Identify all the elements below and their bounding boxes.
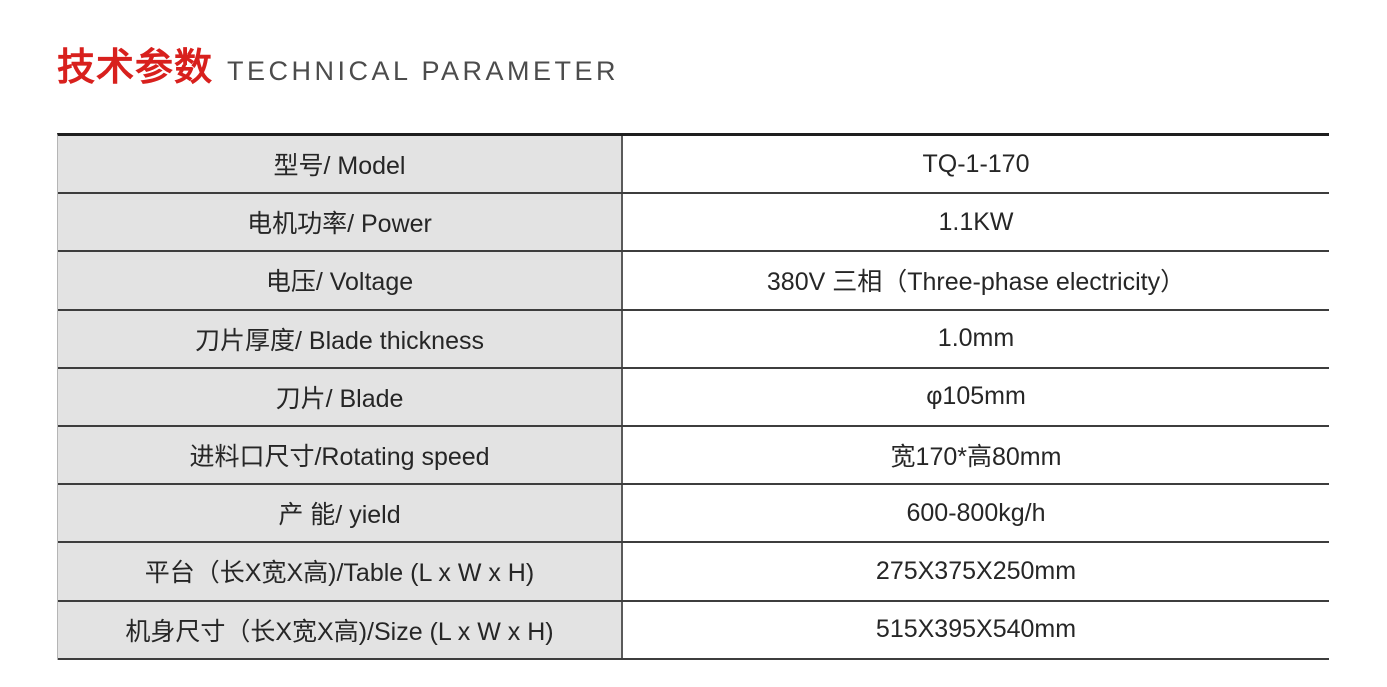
- section-title: 技术参数 TECHNICAL PARAMETER: [57, 47, 620, 90]
- spec-table: 型号/ Model TQ-1-170 电机功率/ Power 1.1KW 电压/…: [57, 133, 1329, 660]
- param-label: 刀片/ Blade: [58, 368, 623, 425]
- param-value: 1.1KW: [623, 194, 1329, 251]
- param-value: φ105mm: [623, 368, 1329, 425]
- param-label: 机身尺寸（长X宽X高)/Size (L x W x H): [58, 601, 623, 658]
- param-value: TQ-1-170: [623, 136, 1329, 193]
- param-label: 产 能/ yield: [58, 485, 623, 542]
- param-value: 宽170*高80mm: [623, 426, 1329, 484]
- table-row-blade-thickness: 刀片厚度/ Blade thickness 1.0mm: [58, 310, 1329, 369]
- table-row-table-size: 平台（长X宽X高)/Table (L x W x H) 275X375X250m…: [58, 543, 1329, 602]
- param-value: 275X375X250mm: [623, 543, 1329, 600]
- param-label: 型号/ Model: [58, 136, 623, 193]
- table-row-yield: 产 能/ yield 600-800kg/h: [58, 485, 1329, 544]
- table-row-blade: 刀片/ Blade φ105mm: [58, 368, 1329, 427]
- table-row-power: 电机功率/ Power 1.1KW: [58, 194, 1329, 253]
- param-label: 电压/ Voltage: [58, 252, 623, 309]
- param-label: 平台（长X宽X高)/Table (L x W x H): [58, 543, 623, 600]
- table-row-feed-size: 进料口尺寸/Rotating speed 宽170*高80mm: [58, 426, 1329, 486]
- table-row-voltage: 电压/ Voltage 380V 三相（Three-phase electric…: [58, 252, 1329, 311]
- param-label: 进料口尺寸/Rotating speed: [58, 426, 623, 484]
- param-label: 刀片厚度/ Blade thickness: [58, 310, 623, 367]
- param-value: 380V 三相（Three-phase electricity）: [623, 252, 1329, 309]
- param-label: 电机功率/ Power: [58, 194, 623, 251]
- section-title-chinese: 技术参数: [57, 47, 214, 89]
- section-title-english: TECHNICAL PARAMETER: [227, 56, 620, 86]
- param-value: 515X395X540mm: [623, 601, 1329, 658]
- param-value: 1.0mm: [623, 310, 1329, 367]
- param-value: 600-800kg/h: [623, 485, 1329, 542]
- table-row-model: 型号/ Model TQ-1-170: [58, 136, 1329, 195]
- table-row-body-size: 机身尺寸（长X宽X高)/Size (L x W x H) 515X395X540…: [58, 601, 1329, 660]
